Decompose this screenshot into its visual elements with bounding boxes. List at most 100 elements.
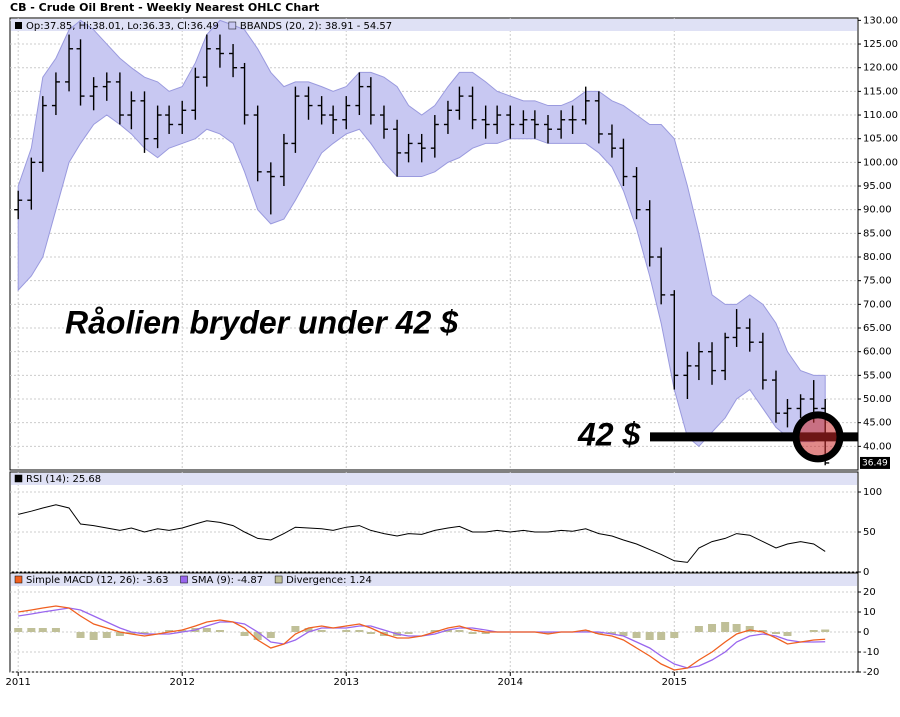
divergence-bar [102, 632, 111, 638]
y-tick-label: 110.00 [863, 110, 898, 121]
divergence-bar [594, 632, 603, 634]
y-tick-label: 0 [863, 567, 869, 578]
divergence-bar [165, 630, 174, 632]
y-tick-label: 70.00 [863, 299, 892, 310]
macd-line [18, 605, 826, 671]
divergence-bar [821, 629, 830, 632]
divergence-bar [443, 630, 452, 632]
ohlc-header: Op:37.85, Hi:38.01, Lo:36.33, Cl:36.49 [26, 21, 219, 32]
support-label: 42 $ [577, 416, 641, 452]
y-tick-label: 90.00 [863, 205, 892, 216]
last-price-tag [860, 456, 890, 469]
divergence-bar [670, 632, 679, 638]
x-tick-label: 2012 [169, 677, 194, 688]
divergence-bar [27, 628, 36, 632]
y-tick-label: 40.00 [863, 441, 892, 452]
x-tick-label: 2013 [334, 677, 359, 688]
legend-swatch [14, 575, 23, 584]
panel-frame [9, 572, 859, 673]
y-tick-label: 50.00 [863, 394, 892, 405]
y-tick-label: 80.00 [863, 252, 892, 263]
divergence-bar [304, 628, 313, 632]
divergence-bar [455, 630, 464, 632]
divergence-bar [758, 630, 767, 632]
divergence-bar [89, 632, 98, 640]
divergence-bar [215, 630, 224, 632]
divergence-bar [645, 632, 654, 640]
legend-swatch [228, 21, 237, 30]
divergence-bar [708, 624, 717, 632]
legend-label: BBANDS (20, 2): 38.91 - 54.57 [240, 21, 392, 32]
y-tick-label: 65.00 [863, 323, 892, 334]
divergence-bar [253, 632, 262, 640]
divergence-bar [76, 632, 85, 638]
x-tick-label: 2011 [5, 677, 30, 688]
y-tick-label: 100.00 [863, 157, 898, 168]
divergence-bar [266, 632, 275, 638]
line-series [18, 504, 826, 563]
y-tick-label: -10 [863, 647, 879, 658]
divergence-bar [581, 630, 590, 632]
divergence-bar [694, 626, 703, 632]
divergence-bar [632, 632, 641, 638]
divergence-bar [481, 632, 490, 634]
y-tick-label: 0 [863, 627, 869, 638]
y-tick-label: 130.00 [863, 15, 898, 26]
y-tick-label: 125.00 [863, 39, 898, 50]
divergence-bar [404, 632, 413, 634]
highlight-circle [792, 411, 844, 463]
divergence-bar [140, 632, 149, 634]
y-tick-label: 105.00 [863, 134, 898, 145]
divergence-bar [355, 630, 364, 632]
panel-header [11, 473, 857, 485]
divergence-bar [202, 628, 211, 632]
x-tick-label: 2015 [662, 677, 687, 688]
divergence-bar [657, 632, 666, 640]
divergence-bar [607, 632, 616, 634]
y-tick-label: 95.00 [863, 181, 892, 192]
divergence-bar [291, 626, 300, 632]
divergence-bar [342, 630, 351, 632]
divergence-bar [721, 622, 730, 632]
x-tick-label: 2014 [498, 677, 523, 688]
y-tick-label: -20 [863, 667, 879, 678]
panel-header [11, 574, 857, 586]
divergence-bar [619, 632, 628, 636]
y-tick-label: 55.00 [863, 370, 892, 381]
y-tick-label: 20 [863, 587, 876, 598]
last-price-label: 36.49 [862, 458, 888, 468]
panel-frame [9, 471, 859, 573]
divergence-bar [51, 628, 60, 632]
legend-label: RSI (14): 25.68 [26, 474, 101, 485]
divergence-bar [240, 632, 249, 636]
divergence-bar [809, 630, 818, 632]
y-tick-label: 45.00 [863, 418, 892, 429]
divergence-bar [543, 632, 552, 634]
divergence-bar [115, 632, 124, 636]
divergence-bar [366, 632, 375, 634]
y-tick-label: 10 [863, 607, 876, 618]
divergence-bar [732, 624, 741, 632]
divergence-bar [317, 630, 326, 632]
divergence-bar [178, 630, 187, 632]
y-tick-label: 85.00 [863, 228, 892, 239]
legend-swatch [15, 22, 22, 29]
annotation: Råolien bryder under 42 $ [65, 304, 459, 340]
legend-swatch [180, 575, 188, 584]
legend-swatch [14, 474, 23, 483]
legend-swatch [274, 575, 283, 584]
legend-label: Simple MACD (12, 26): -3.63 [26, 575, 169, 586]
y-tick-label: 100 [863, 487, 882, 498]
legend-label: Divergence: 1.24 [286, 575, 372, 586]
y-tick-label: 120.00 [863, 63, 898, 74]
y-tick-label: 60.00 [863, 347, 892, 358]
y-tick-label: 75.00 [863, 276, 892, 287]
divergence-bar [468, 632, 477, 634]
y-tick-label: 50 [863, 527, 876, 538]
divergence-bar [14, 628, 23, 632]
legend-label: SMA (9): -4.87 [192, 575, 264, 586]
divergence-bar [38, 628, 47, 632]
divergence-bar [745, 626, 754, 632]
divergence-bar [783, 632, 792, 636]
